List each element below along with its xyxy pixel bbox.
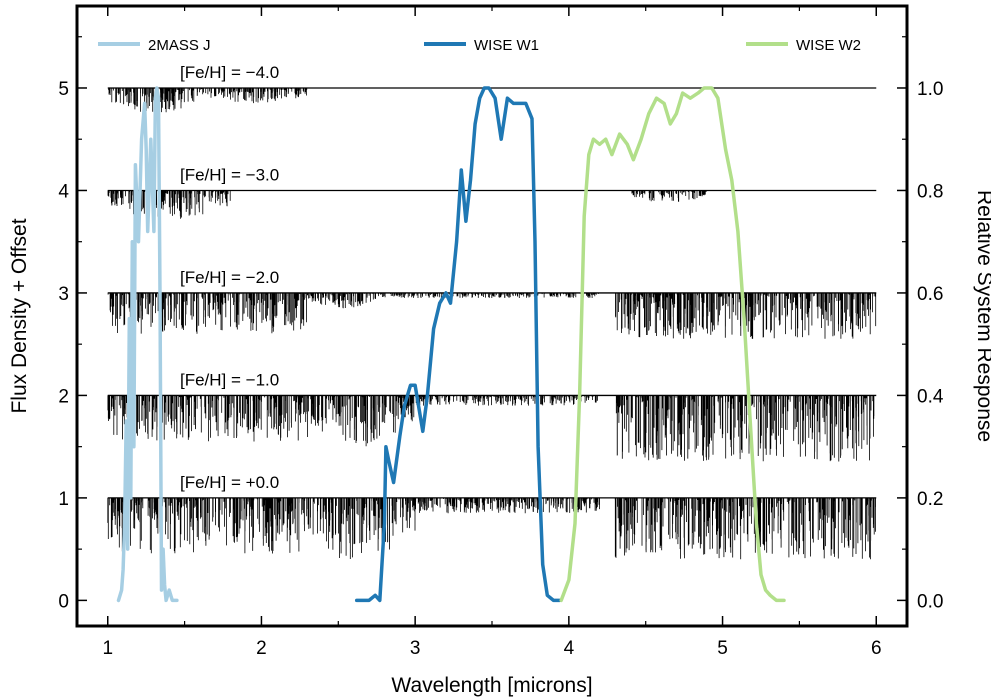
y2-tick-label: 0.8 [917, 181, 943, 202]
x-tick-label: 2 [256, 638, 267, 659]
y-tick-label: 5 [58, 79, 69, 100]
y2-tick-label: 0.2 [917, 489, 943, 510]
spectrum-4 [107, 497, 877, 560]
spectrum-absorption-lines [107, 395, 875, 462]
axes-group: 1 2 3 4 5 6 0 1 2 3 4 5 0.0 0.2 0.4 0.6 0.8 1.0 [58, 6, 944, 659]
y-tick-label: 0 [58, 591, 69, 612]
y2-tick-label: 0.6 [917, 284, 943, 305]
spectrum-label: [Fe/H] = −4.0 [180, 63, 279, 82]
series-line-wise-w1 [354, 86, 562, 603]
x-tick-label: 3 [410, 638, 421, 659]
series-line-wise-w2 [559, 86, 786, 603]
y-tick-label: 4 [58, 181, 69, 202]
legend: 2MASS J WISE W1 WISE W2 [98, 37, 861, 54]
y2-tick-label: 0.0 [917, 591, 943, 612]
y-axis-title: Flux Density + Offset [8, 218, 31, 413]
filter-curves-group [116, 86, 786, 603]
y2-tick-label: 0.4 [917, 386, 944, 407]
spectrum-absorption-lines [107, 497, 876, 560]
spectrum-labels: [Fe/H] = −4.0 [Fe/H] = −3.0 [Fe/H] = −2.0 [… [180, 63, 279, 492]
y-tick-label: 2 [58, 386, 69, 407]
legend-label: 2MASS J [148, 37, 211, 54]
x-axis-title: Wavelength [microns] [391, 674, 592, 697]
series-line-2mass-j [116, 86, 179, 603]
y-tick-label: 1 [58, 489, 69, 510]
spectrum-absorption-lines [107, 292, 877, 339]
spectrum-0 [107, 87, 877, 113]
spectrum-label: [Fe/H] = +0.0 [180, 473, 279, 492]
spectrum-3 [107, 394, 877, 462]
spectrum-absorption-lines [108, 88, 308, 113]
y2-tick-label: 1.0 [917, 79, 943, 100]
y2-axis-title: Relative System Response [973, 190, 991, 442]
spectrum-absorption-lines [107, 190, 707, 219]
x-tick-label: 6 [871, 638, 882, 659]
x-tick-label: 1 [102, 638, 113, 659]
plot-frame [75, 4, 909, 628]
legend-label: WISE W2 [796, 37, 861, 54]
spectrum-1 [107, 189, 877, 219]
y-tick-label: 3 [58, 284, 69, 305]
x-tick-label: 5 [717, 638, 728, 659]
x-tick-label: 4 [564, 638, 575, 659]
spectrum-label: [Fe/H] = −1.0 [180, 370, 279, 389]
spectrum-label: [Fe/H] = −2.0 [180, 268, 279, 287]
spectrum-label: [Fe/H] = −3.0 [180, 165, 279, 184]
spectrum-2 [107, 292, 877, 339]
legend-label: WISE W1 [474, 37, 539, 54]
